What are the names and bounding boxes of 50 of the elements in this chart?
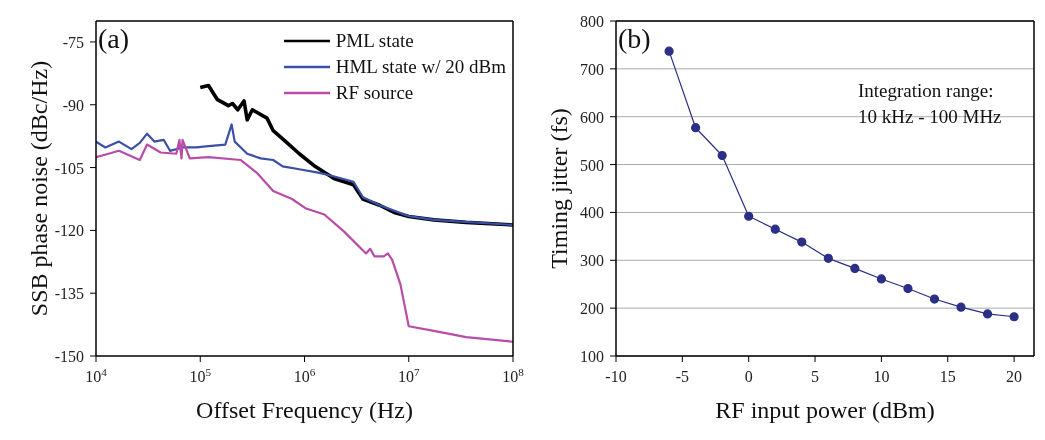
y-tick-label: 700 [580, 60, 604, 78]
y-tick-label: 400 [580, 204, 604, 222]
x-tick-label: 15 [939, 368, 956, 385]
legend-label: PML state [335, 29, 414, 53]
y-tick-label: 800 [580, 13, 604, 30]
legend-label: RF source [335, 81, 414, 105]
x-tick-label: 20 [1006, 368, 1023, 385]
y-tick-label: -120 [54, 222, 84, 240]
x-axis-title: RF input power (dBm) [715, 397, 935, 423]
annotation: (a) [98, 22, 130, 56]
y-tick-label: -105 [54, 159, 84, 177]
point [982, 309, 993, 319]
y-tick-label: 500 [580, 156, 604, 174]
point [850, 263, 860, 274]
x-tick-label: 10$^{5}$ [189, 366, 212, 385]
point [876, 274, 886, 284]
point [664, 46, 674, 56]
x-tick-label: 10 [873, 368, 890, 385]
x-axis-title: Offset Frequency (Hz) [196, 397, 413, 423]
y-tick-label: -135 [54, 285, 84, 303]
y-tick-label: -150 [54, 348, 84, 365]
point [1009, 312, 1019, 322]
y-tick-label: 200 [580, 300, 604, 318]
point [956, 302, 966, 312]
x-tick-label: 10$^{6}$ [293, 366, 316, 385]
x-tick-label: 10$^{7}$ [397, 366, 420, 385]
point [691, 123, 701, 133]
legend-label: HML state w/ 20 dBm [335, 55, 506, 79]
y-tick-label: 300 [580, 252, 604, 270]
annotation: Integration range: 10 kHz - 100 MHz [858, 79, 1002, 129]
point [823, 253, 833, 263]
y-tick-label: 100 [580, 348, 604, 365]
y-tick-label: -75 [62, 33, 84, 51]
point [770, 224, 780, 234]
x-tick-label: 10$^{4}$ [85, 366, 108, 385]
y-tick-label: -90 [62, 96, 84, 114]
y-axis-title: SSB phase noise (dBc/Hz) [25, 60, 52, 317]
point [903, 283, 913, 294]
x-tick-label: 10$^{8}$ [502, 366, 525, 385]
x-tick-label: -5 [675, 368, 690, 385]
annotation: (b) [618, 22, 651, 56]
x-tick-label: -10 [605, 368, 627, 385]
x-tick-label: 5 [811, 368, 820, 385]
x-tick-label: 0 [744, 368, 753, 385]
point [744, 211, 754, 221]
point [797, 237, 807, 247]
y-axis-title: Timing jitter (fs) [545, 108, 572, 269]
point [929, 294, 940, 304]
y-tick-label: 600 [580, 108, 604, 126]
point [717, 150, 727, 161]
